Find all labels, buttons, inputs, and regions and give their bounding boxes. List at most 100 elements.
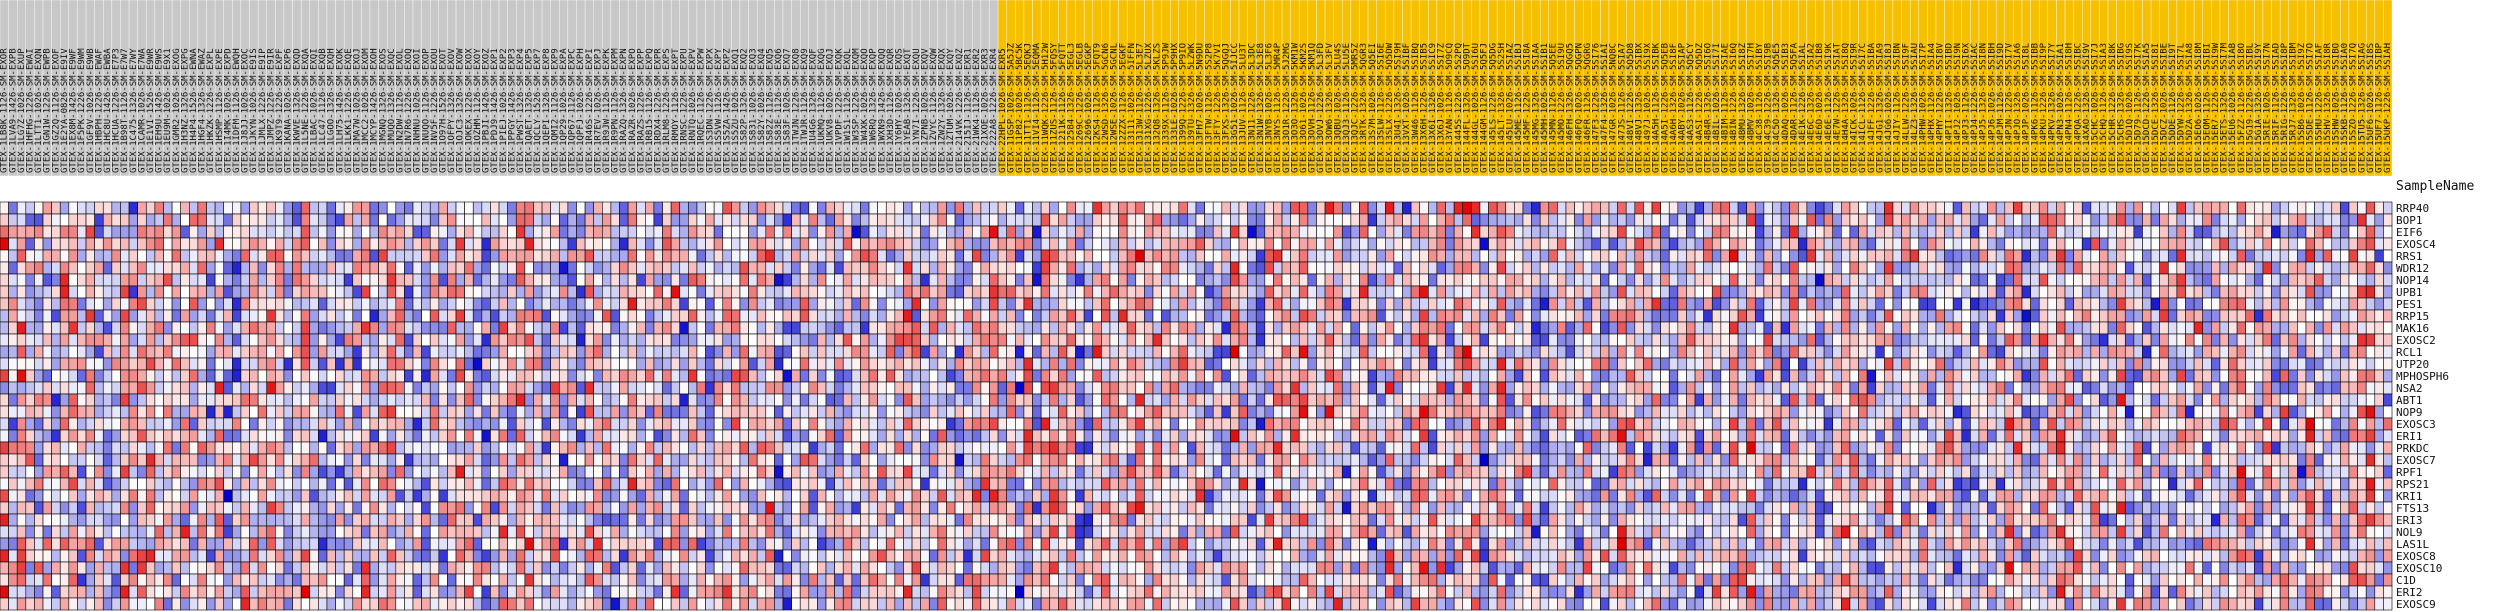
sample-label: GTEX-15DCZ-1026-SM-5SIBE xyxy=(2159,43,2169,173)
heatmap-cell xyxy=(1901,237,1911,251)
heatmap-cell xyxy=(1694,225,1704,239)
heatmap-cell xyxy=(2254,357,2264,371)
heatmap-cell xyxy=(2322,381,2333,395)
heatmap-cell xyxy=(903,321,913,335)
heatmap-cell xyxy=(2271,381,2281,395)
heatmap-cell xyxy=(2305,357,2315,371)
heatmap-cell xyxy=(1961,345,1971,359)
heatmap-cell xyxy=(1643,201,1653,215)
heatmap-cell xyxy=(2374,357,2384,371)
heatmap-cell xyxy=(490,357,500,371)
heatmap-cell xyxy=(2176,333,2186,347)
heatmap-cell xyxy=(567,357,577,371)
heatmap-cell xyxy=(2142,381,2152,395)
heatmap-cell xyxy=(257,201,268,215)
heatmap-cell xyxy=(1376,249,1386,263)
heatmap-cell xyxy=(997,369,1008,383)
heatmap-cell xyxy=(2357,357,2367,371)
heatmap-cell xyxy=(610,285,620,299)
heatmap-cell xyxy=(645,357,655,371)
heatmap-cell xyxy=(2064,369,2074,383)
heatmap-cell xyxy=(1152,249,1162,263)
heatmap-cell xyxy=(42,225,52,239)
heatmap-cell xyxy=(1754,261,1765,275)
heatmap-cell xyxy=(2081,309,2092,323)
heatmap-cell xyxy=(739,357,749,371)
heatmap-cell xyxy=(1126,225,1137,239)
heatmap-cell xyxy=(421,297,431,311)
heatmap-cell xyxy=(1316,381,1326,395)
heatmap-cell xyxy=(1841,381,1851,395)
heatmap-cell xyxy=(2081,213,2092,227)
heatmap-cell xyxy=(421,369,431,383)
heatmap-cell xyxy=(2271,237,2281,251)
heatmap-cell xyxy=(2383,285,2393,299)
heatmap-cell xyxy=(1970,333,1980,347)
heatmap-cell xyxy=(2340,273,2350,287)
heatmap-cell xyxy=(1101,273,1111,287)
heatmap-cell xyxy=(1720,201,1730,215)
heatmap-cell xyxy=(197,201,207,215)
heatmap-cell xyxy=(1324,309,1334,323)
heatmap-cell xyxy=(1187,297,1197,311)
heatmap-cell xyxy=(2211,297,2221,311)
heatmap-cell xyxy=(1135,273,1145,287)
heatmap-cell xyxy=(42,261,52,275)
heatmap-cell xyxy=(1531,201,1541,215)
heatmap-cell xyxy=(292,201,302,215)
heatmap-cell xyxy=(429,213,440,227)
heatmap-cell xyxy=(1359,333,1369,347)
heatmap-cell xyxy=(2331,285,2341,299)
heatmap-cell xyxy=(386,369,397,383)
heatmap-cell xyxy=(1720,333,1730,347)
heatmap-cell xyxy=(1737,237,1747,251)
heatmap-cell xyxy=(1006,357,1016,371)
heatmap-cell xyxy=(688,369,698,383)
heatmap-cell xyxy=(688,273,698,287)
heatmap-cell xyxy=(1729,213,1739,227)
heatmap-cell xyxy=(1144,249,1154,263)
sample-label: GTEX-1HGF4-1326-SM-EWAZ xyxy=(198,48,208,173)
sample-label: GTEX-15DCD-1226-SM-5SIA5 xyxy=(2142,43,2152,173)
heatmap-cell xyxy=(2013,237,2023,251)
heatmap-cell xyxy=(404,285,414,299)
heatmap-cell xyxy=(472,273,483,287)
heatmap-cell xyxy=(842,297,853,311)
heatmap-cell xyxy=(1815,261,1825,275)
heatmap-cell xyxy=(1075,369,1085,383)
sample-label: GTEX-1S82Z-1126-SM-EXQ5 xyxy=(765,48,775,173)
heatmap-cell xyxy=(1574,333,1584,347)
heatmap-cell xyxy=(1221,261,1231,275)
heatmap-cell xyxy=(1058,225,1068,239)
heatmap-cell xyxy=(188,201,199,215)
heatmap-cell xyxy=(2219,261,2229,275)
heatmap-cell xyxy=(1686,249,1696,263)
heatmap-cell xyxy=(2021,237,2031,251)
heatmap-cell xyxy=(954,285,964,299)
heatmap-cell xyxy=(171,345,181,359)
heatmap-cell xyxy=(154,261,164,275)
heatmap-cell xyxy=(429,381,440,395)
heatmap-cell xyxy=(1522,369,1532,383)
sample-label: GTEX-1ZVYC-1126-SM-EXQW xyxy=(929,48,939,173)
heatmap-cell xyxy=(1909,261,1920,275)
heatmap-cell xyxy=(326,381,336,395)
heatmap-cell xyxy=(188,237,199,251)
heatmap-cell xyxy=(2245,309,2255,323)
heatmap-cell xyxy=(928,201,939,215)
heatmap-cell xyxy=(1987,225,1997,239)
heatmap-cell xyxy=(249,309,259,323)
heatmap-cell xyxy=(1126,273,1137,287)
heatmap-cell xyxy=(1875,285,1885,299)
heatmap-cell xyxy=(610,369,620,383)
sample-label: GTEX-14DAQ-1026-SM-5SIB3 xyxy=(1781,43,1791,173)
heatmap-cell xyxy=(1126,297,1137,311)
heatmap-cell xyxy=(877,357,887,371)
heatmap-cell xyxy=(257,213,268,227)
heatmap-cell xyxy=(1247,381,1257,395)
heatmap-cell xyxy=(842,309,853,323)
heatmap-cell xyxy=(2167,369,2178,383)
heatmap-cell xyxy=(1677,345,1687,359)
heatmap-cell xyxy=(2305,321,2315,335)
heatmap-cell xyxy=(808,261,818,275)
